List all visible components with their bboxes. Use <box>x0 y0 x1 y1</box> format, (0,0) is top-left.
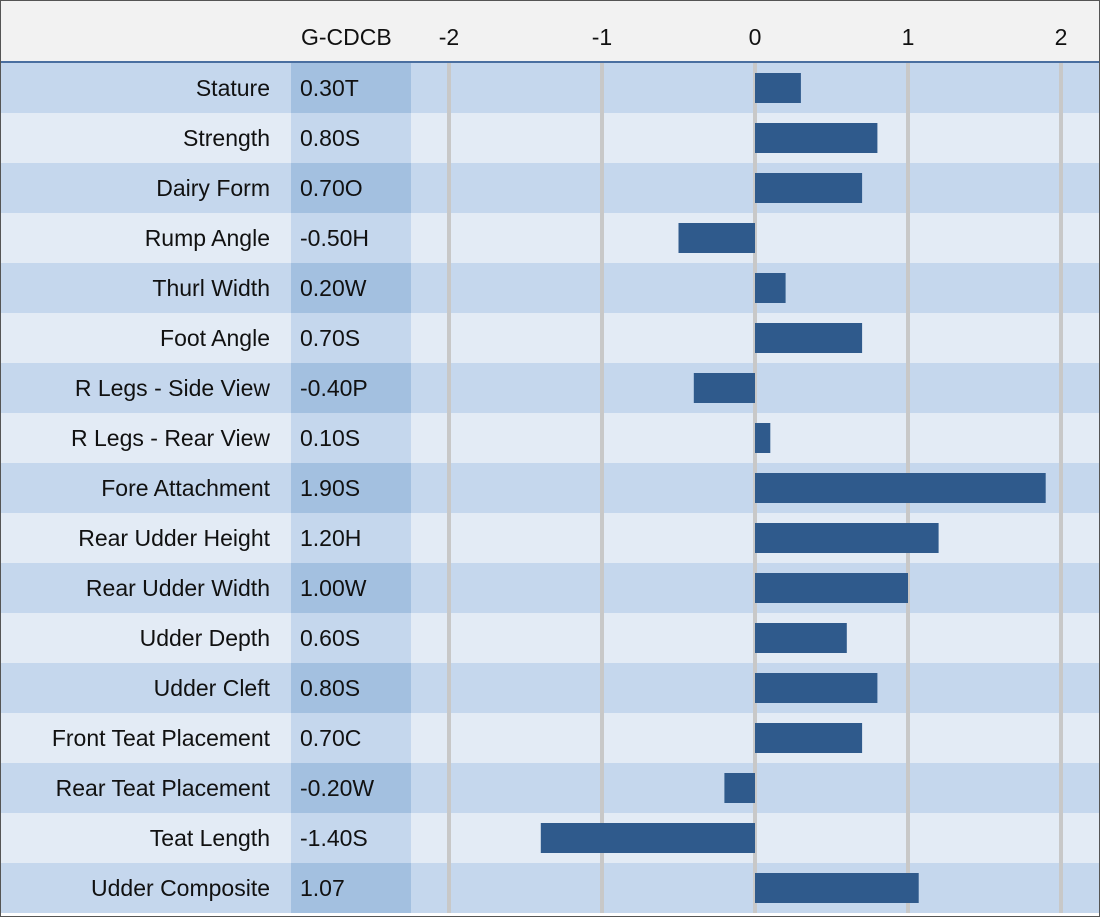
trait-score: 0.80S <box>291 663 411 713</box>
x-tick-label: 0 <box>748 24 762 50</box>
trait-label: Stature <box>195 75 270 101</box>
trait-score: 1.00W <box>291 563 411 613</box>
trait-label: Udder Composite <box>91 875 270 901</box>
trait-score: 0.80S <box>291 113 411 163</box>
score-column-header: G-CDCB <box>301 24 392 50</box>
trait-row: Strength 0.80S <box>1 113 1099 163</box>
trait-score: 0.70O <box>291 163 411 213</box>
trait-label: Rear Udder Height <box>78 525 270 551</box>
bar <box>755 173 863 203</box>
trait-label: Rump Angle <box>144 225 270 251</box>
trait-score: 1.07 <box>291 863 411 913</box>
trait-label: R Legs - Side View <box>74 375 270 401</box>
trait-score: 0.60S <box>291 613 411 663</box>
trait-row: R Legs - Rear View 0.10S <box>1 413 1099 463</box>
chart-header: G-CDCB -2 -1 0 1 2 <box>1 1 1099 63</box>
trait-label: Dairy Form <box>156 175 270 201</box>
trait-score: -0.50H <box>291 213 411 263</box>
trait-row: Udder Cleft 0.80S <box>1 663 1099 713</box>
trait-score: 1.20H <box>291 513 411 563</box>
bar <box>755 523 939 553</box>
trait-row: Rear Udder Height 1.20H <box>1 513 1099 563</box>
bar <box>755 623 847 653</box>
trait-row: Dairy Form 0.70O <box>1 163 1099 213</box>
trait-row: Thurl Width 0.20W <box>1 263 1099 313</box>
bar <box>755 123 878 153</box>
x-tick-label: 1 <box>901 24 915 50</box>
bar <box>693 373 755 403</box>
bar <box>540 823 755 853</box>
bar <box>755 873 919 903</box>
trait-score: 0.20W <box>291 263 411 313</box>
trait-row: Rump Angle -0.50H <box>1 213 1099 263</box>
bar <box>755 723 863 753</box>
bar <box>755 573 908 603</box>
trait-label: Teat Length <box>149 825 270 851</box>
trait-score: 0.70S <box>291 313 411 363</box>
trait-label: Rear Udder Width <box>85 575 270 601</box>
bar <box>678 223 755 253</box>
bar <box>755 673 878 703</box>
trait-label: Front Teat Placement <box>51 725 270 751</box>
trait-label: Strength <box>183 125 270 151</box>
trait-row: R Legs - Side View -0.40P <box>1 363 1099 413</box>
trait-score: 1.90S <box>291 463 411 513</box>
trait-row: Stature 0.30T <box>1 63 1099 113</box>
trait-row: Foot Angle 0.70S <box>1 313 1099 363</box>
x-tick-label: -1 <box>591 24 613 50</box>
bar <box>755 273 786 303</box>
trait-score: -0.20W <box>291 763 411 813</box>
x-tick-label: -2 <box>438 24 460 50</box>
trait-row: Teat Length -1.40S <box>1 813 1099 863</box>
trait-score: -1.40S <box>291 813 411 863</box>
x-tick-label: 2 <box>1054 24 1068 50</box>
trait-label: Udder Depth <box>139 625 270 651</box>
bar <box>755 423 771 453</box>
trait-label: Thurl Width <box>152 275 270 301</box>
trait-label: Rear Teat Placement <box>55 775 270 801</box>
trait-score: -0.40P <box>291 363 411 413</box>
trait-row: Rear Udder Width 1.00W <box>1 563 1099 613</box>
trait-score: 0.10S <box>291 413 411 463</box>
trait-row: Rear Teat Placement -0.20W <box>1 763 1099 813</box>
trait-label: Foot Angle <box>160 325 270 351</box>
trait-score: 0.30T <box>291 63 411 113</box>
trait-row: Udder Depth 0.60S <box>1 613 1099 663</box>
bar <box>724 773 755 803</box>
trait-label: Fore Attachment <box>101 475 270 501</box>
trait-score: 0.70C <box>291 713 411 763</box>
trait-label: Udder Cleft <box>153 675 270 701</box>
trait-row: Front Teat Placement 0.70C <box>1 713 1099 763</box>
bar <box>755 323 863 353</box>
trait-label: R Legs - Rear View <box>71 425 270 451</box>
bar <box>755 473 1046 503</box>
bar <box>755 73 801 103</box>
